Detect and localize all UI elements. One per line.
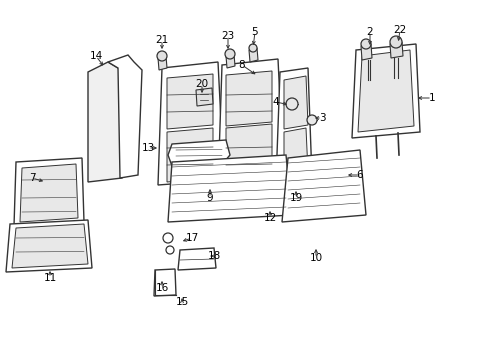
Text: 22: 22 bbox=[392, 25, 406, 35]
Polygon shape bbox=[158, 62, 224, 185]
Polygon shape bbox=[389, 42, 402, 58]
Text: 17: 17 bbox=[185, 233, 198, 243]
Polygon shape bbox=[275, 68, 311, 182]
Text: 10: 10 bbox=[309, 253, 322, 263]
Text: 19: 19 bbox=[289, 193, 302, 203]
Text: 15: 15 bbox=[175, 297, 188, 307]
Polygon shape bbox=[360, 44, 371, 60]
Polygon shape bbox=[6, 220, 92, 272]
Text: 2: 2 bbox=[366, 27, 372, 37]
Text: 13: 13 bbox=[141, 143, 154, 153]
Circle shape bbox=[306, 115, 316, 125]
Text: 9: 9 bbox=[206, 193, 213, 203]
Polygon shape bbox=[167, 74, 213, 129]
Polygon shape bbox=[284, 128, 307, 176]
Polygon shape bbox=[248, 48, 258, 62]
Circle shape bbox=[360, 39, 370, 49]
Text: 21: 21 bbox=[155, 35, 168, 45]
Text: 3: 3 bbox=[318, 113, 325, 123]
Text: 14: 14 bbox=[89, 51, 102, 61]
Polygon shape bbox=[351, 44, 419, 138]
Text: 7: 7 bbox=[29, 173, 35, 183]
Circle shape bbox=[248, 44, 257, 52]
Polygon shape bbox=[14, 158, 84, 226]
Circle shape bbox=[285, 98, 297, 110]
Polygon shape bbox=[282, 150, 365, 222]
Text: 6: 6 bbox=[356, 170, 363, 180]
Polygon shape bbox=[225, 124, 271, 179]
Polygon shape bbox=[154, 269, 176, 296]
Text: 5: 5 bbox=[251, 27, 258, 37]
Polygon shape bbox=[158, 56, 167, 70]
Polygon shape bbox=[168, 155, 291, 222]
Polygon shape bbox=[178, 248, 216, 270]
Polygon shape bbox=[196, 88, 213, 106]
Polygon shape bbox=[12, 224, 88, 268]
Polygon shape bbox=[20, 164, 78, 222]
Polygon shape bbox=[108, 55, 142, 178]
Polygon shape bbox=[168, 140, 229, 166]
Polygon shape bbox=[225, 71, 271, 126]
Text: 20: 20 bbox=[195, 79, 208, 89]
Text: 23: 23 bbox=[221, 31, 234, 41]
Text: 18: 18 bbox=[207, 251, 220, 261]
Polygon shape bbox=[284, 76, 307, 129]
Polygon shape bbox=[225, 54, 235, 68]
Polygon shape bbox=[357, 50, 413, 132]
Text: 4: 4 bbox=[272, 97, 279, 107]
Circle shape bbox=[389, 36, 401, 48]
Polygon shape bbox=[167, 128, 213, 182]
Text: 1: 1 bbox=[428, 93, 434, 103]
Circle shape bbox=[157, 51, 167, 61]
Circle shape bbox=[224, 49, 235, 59]
Text: 16: 16 bbox=[155, 283, 168, 293]
Polygon shape bbox=[88, 62, 126, 182]
Text: 11: 11 bbox=[43, 273, 57, 283]
Text: 8: 8 bbox=[238, 60, 245, 70]
Text: 12: 12 bbox=[263, 213, 276, 223]
Polygon shape bbox=[218, 59, 284, 187]
